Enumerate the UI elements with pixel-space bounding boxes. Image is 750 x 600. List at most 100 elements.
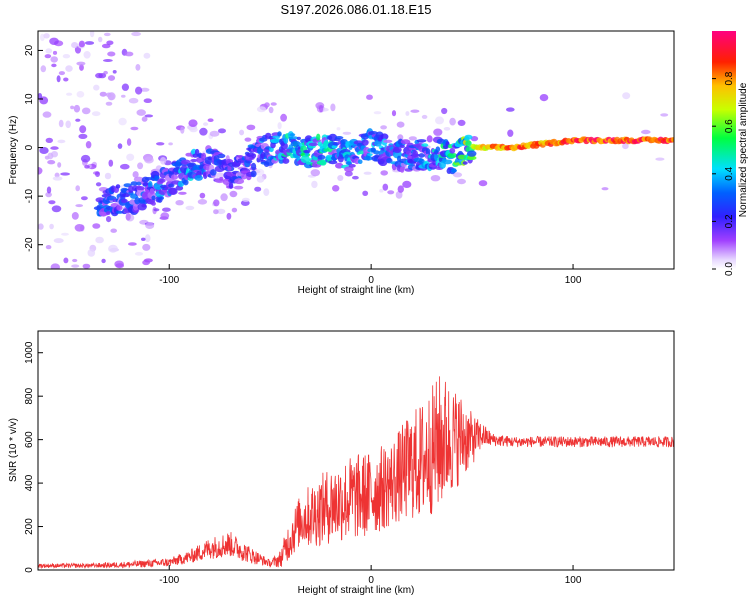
ridge-blob bbox=[316, 133, 321, 141]
ridge-blob bbox=[462, 161, 468, 165]
noise-blob bbox=[280, 113, 287, 122]
ridge-blob bbox=[319, 159, 327, 166]
snr-ylabel: SNR (10 * v/v) bbox=[8, 418, 19, 482]
noise-blob bbox=[75, 118, 81, 122]
ridge-blob bbox=[334, 135, 344, 140]
colorbar-tick-label: 0.0 bbox=[724, 262, 735, 276]
spectrogram-ylabel: Frequency (Hz) bbox=[8, 116, 19, 185]
noise-blob bbox=[145, 222, 155, 229]
ridge-blob bbox=[393, 146, 402, 153]
ridge-blob bbox=[149, 188, 155, 195]
noise-blob bbox=[215, 172, 225, 178]
noise-blob bbox=[539, 94, 549, 102]
noise-blob bbox=[71, 42, 79, 49]
noise-blob bbox=[382, 183, 389, 191]
noise-blob bbox=[126, 153, 135, 161]
noise-blob bbox=[373, 111, 382, 115]
noise-blob bbox=[50, 263, 60, 269]
ridge-blob bbox=[144, 177, 153, 181]
noise-blob bbox=[478, 180, 488, 187]
ridge-blob bbox=[361, 139, 369, 146]
ridge-blob bbox=[106, 211, 111, 215]
noise-blob bbox=[449, 117, 456, 126]
noise-blob bbox=[81, 107, 91, 115]
noise-blob bbox=[189, 126, 198, 133]
noise-blob bbox=[39, 96, 49, 105]
noise-blob bbox=[641, 129, 651, 135]
noise-blob bbox=[134, 251, 144, 256]
ridge-blob bbox=[168, 183, 175, 188]
noise-blob bbox=[380, 125, 387, 130]
noise-blob bbox=[452, 172, 463, 178]
noise-blob bbox=[254, 186, 262, 192]
noise-blob bbox=[50, 146, 59, 150]
noise-blob bbox=[421, 114, 428, 119]
noise-blob bbox=[106, 40, 114, 46]
noise-blob bbox=[319, 105, 324, 113]
noise-blob bbox=[336, 127, 341, 131]
noise-blob bbox=[60, 172, 70, 176]
y-tick-label: 0 bbox=[24, 567, 35, 573]
spectrogram-frame bbox=[37, 30, 675, 270]
noise-blob bbox=[112, 70, 117, 74]
noise-blob bbox=[310, 169, 320, 177]
noise-blob bbox=[143, 52, 151, 59]
x-tick-label: 0 bbox=[368, 275, 374, 286]
noise-blob bbox=[137, 162, 144, 170]
ridge-blob bbox=[308, 142, 319, 147]
noise-blob bbox=[216, 208, 226, 215]
noise-blob bbox=[330, 103, 336, 112]
y-tick-label: 20 bbox=[24, 44, 35, 56]
noise-blob bbox=[207, 118, 214, 122]
noise-blob bbox=[108, 159, 114, 167]
noise-blob bbox=[108, 244, 118, 253]
noise-blob bbox=[231, 207, 238, 213]
noise-blob bbox=[337, 175, 344, 181]
noise-blob bbox=[142, 243, 151, 251]
noise-blob bbox=[397, 185, 404, 193]
noise-blob bbox=[366, 94, 373, 100]
noise-blob bbox=[70, 105, 75, 110]
snr-xlabel: Height of straight line (km) bbox=[298, 585, 415, 596]
noise-blob bbox=[115, 263, 124, 269]
colorbar-tick-label: 0.6 bbox=[724, 119, 735, 133]
noise-blob bbox=[133, 176, 144, 182]
colorbar-tick-label: 0.4 bbox=[724, 166, 735, 180]
noise-blob bbox=[264, 102, 270, 108]
ridge-blob bbox=[289, 136, 299, 140]
x-tick-label: 0 bbox=[368, 575, 374, 586]
y-tick-label: 1000 bbox=[24, 341, 35, 364]
noise-blob bbox=[144, 114, 154, 118]
noise-blob bbox=[75, 204, 83, 208]
noise-blob bbox=[131, 31, 142, 37]
x-tick-label: 100 bbox=[565, 575, 582, 586]
noise-blob bbox=[132, 171, 139, 178]
noise-blob bbox=[45, 137, 53, 143]
noise-blob bbox=[42, 111, 52, 118]
ridge-blob bbox=[241, 173, 247, 180]
ridge-blob bbox=[168, 187, 178, 196]
ridge-blob bbox=[344, 166, 354, 173]
noise-blob bbox=[110, 228, 117, 233]
noise-blob bbox=[51, 205, 62, 213]
ridge-blob bbox=[368, 130, 378, 136]
noise-blob bbox=[48, 200, 56, 205]
noise-blob bbox=[362, 190, 369, 196]
ridge-blob bbox=[300, 155, 310, 164]
snr-background bbox=[38, 331, 674, 570]
noise-blob bbox=[38, 93, 43, 100]
noise-blob bbox=[344, 170, 353, 177]
noise-blob bbox=[53, 238, 64, 244]
noise-blob bbox=[45, 192, 52, 198]
ridge-blob bbox=[122, 193, 130, 198]
noise-blob bbox=[83, 51, 91, 59]
colorbar-tick-label: 0.2 bbox=[724, 214, 735, 228]
noise-blob bbox=[363, 171, 372, 175]
noise-blob bbox=[125, 212, 131, 221]
ridge-blob bbox=[447, 152, 458, 159]
ridge-blob bbox=[386, 157, 393, 164]
noise-blob bbox=[140, 87, 150, 92]
